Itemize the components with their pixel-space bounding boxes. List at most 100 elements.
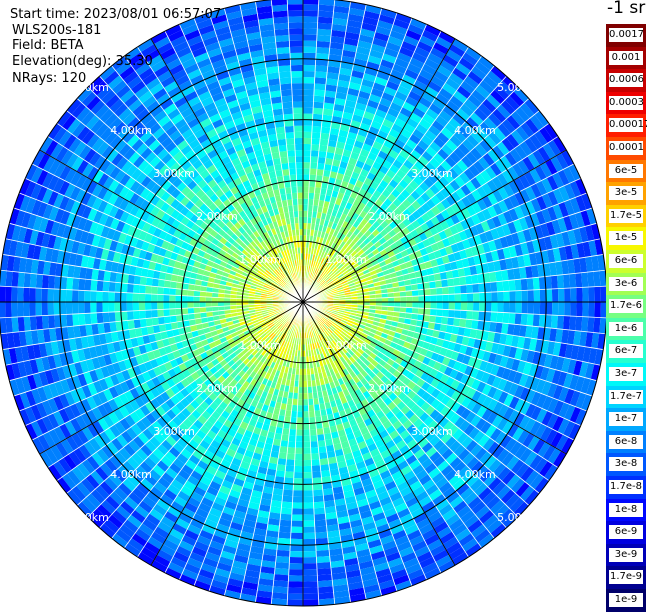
range-gate (146, 318, 153, 327)
range-gate (533, 314, 540, 327)
range-gate (175, 295, 181, 302)
range-gate (317, 562, 331, 569)
range-gate (593, 317, 600, 333)
range-gate (569, 273, 576, 288)
range-gate (303, 211, 308, 217)
range-gate (497, 302, 503, 313)
range-gate (316, 41, 330, 48)
range-gate (540, 302, 546, 315)
range-gate (317, 29, 332, 36)
range-gate (128, 274, 135, 284)
range-gate (509, 313, 516, 324)
range-gate (12, 271, 19, 287)
range-gate (320, 133, 329, 140)
range-gate (72, 314, 79, 326)
range-gate (412, 308, 419, 314)
range-gate (581, 272, 588, 287)
range-gate (151, 302, 157, 310)
range-gate (552, 302, 558, 315)
range-gate (200, 297, 206, 302)
range-gate (311, 150, 319, 157)
range-gate (146, 277, 153, 286)
range-gate (152, 278, 159, 287)
range-gate (303, 539, 316, 545)
range-gate (479, 302, 485, 312)
range-gate (317, 35, 331, 42)
range-gate (303, 138, 312, 144)
range-gate (303, 89, 314, 95)
range-gate (303, 417, 309, 423)
range-gate (318, 157, 326, 164)
range-gate (581, 317, 588, 332)
range-gate (54, 289, 60, 302)
range-gate (0, 302, 5, 318)
range-gate (303, 126, 312, 132)
range-gate (563, 316, 570, 330)
range-gate (570, 302, 576, 316)
range-gate (5, 271, 12, 287)
range-gate (303, 22, 318, 28)
range-gate (310, 435, 318, 442)
range-gate (24, 273, 31, 288)
range-gate (11, 302, 17, 317)
range-gate (288, 441, 296, 448)
range-gate (588, 287, 594, 302)
range-gate (314, 77, 326, 84)
range-gate (169, 309, 176, 316)
range-gate (293, 484, 303, 490)
range-gate (310, 168, 317, 175)
range-gate (84, 279, 91, 291)
range-gate (287, 600, 303, 606)
range-gate (274, 568, 289, 575)
range-gate (273, 580, 288, 587)
range-gate (418, 296, 424, 302)
range-gate (594, 302, 600, 318)
range-gate (295, 454, 303, 460)
range-gate (281, 508, 292, 515)
range-gate (157, 309, 164, 317)
range-gate (12, 317, 19, 333)
range-gate (303, 448, 311, 454)
range-gate (276, 556, 290, 563)
range-gate (394, 297, 400, 302)
range-gate (29, 288, 35, 302)
range-gate (109, 312, 116, 322)
range-gate (102, 291, 108, 302)
range-gate (294, 472, 303, 478)
range-gate (303, 399, 308, 405)
range-gate (430, 288, 437, 295)
range-gate (90, 313, 97, 324)
range-gate (515, 313, 522, 325)
range-gate (313, 102, 324, 109)
range-gate (279, 526, 291, 533)
range-gate (303, 199, 308, 205)
range-gate (127, 311, 134, 321)
range-gate (194, 296, 200, 302)
range-gate (443, 294, 449, 302)
range-gate (490, 282, 497, 292)
range-gate (84, 291, 90, 302)
range-gate (527, 314, 534, 326)
range-gate (465, 275, 472, 284)
range-gate (314, 89, 325, 96)
range-gate (157, 294, 163, 302)
range-gate (182, 289, 189, 296)
range-gate (312, 465, 321, 472)
range-gate (291, 521, 303, 527)
range-gate (78, 278, 85, 290)
range-gate (303, 144, 311, 150)
range-gate (276, 464, 285, 471)
range-gate (319, 452, 328, 459)
range-gate (152, 317, 159, 326)
range-gate (5, 302, 11, 318)
range-gate (448, 286, 455, 294)
range-gate (303, 496, 314, 502)
range-gate (17, 287, 23, 302)
range-gate (134, 275, 141, 284)
range-gate (175, 289, 182, 296)
range-gate (84, 313, 91, 325)
range-gate (314, 96, 325, 103)
range-gate (200, 302, 206, 307)
range-gate (289, 563, 303, 569)
range-gate (139, 293, 145, 302)
